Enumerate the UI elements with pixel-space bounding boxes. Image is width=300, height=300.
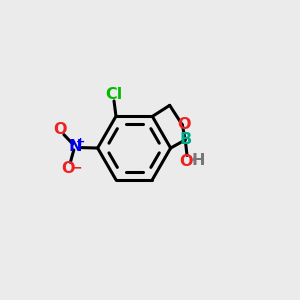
Text: Cl: Cl (105, 87, 123, 102)
Text: B: B (179, 132, 191, 147)
Text: O: O (180, 154, 193, 169)
Text: +: + (75, 137, 85, 147)
Text: •: • (190, 155, 196, 165)
Text: H: H (192, 153, 205, 168)
Text: O: O (61, 161, 75, 176)
Text: N: N (68, 140, 82, 154)
Text: O: O (178, 118, 191, 133)
Text: O: O (53, 122, 67, 137)
Text: −: − (70, 160, 82, 174)
